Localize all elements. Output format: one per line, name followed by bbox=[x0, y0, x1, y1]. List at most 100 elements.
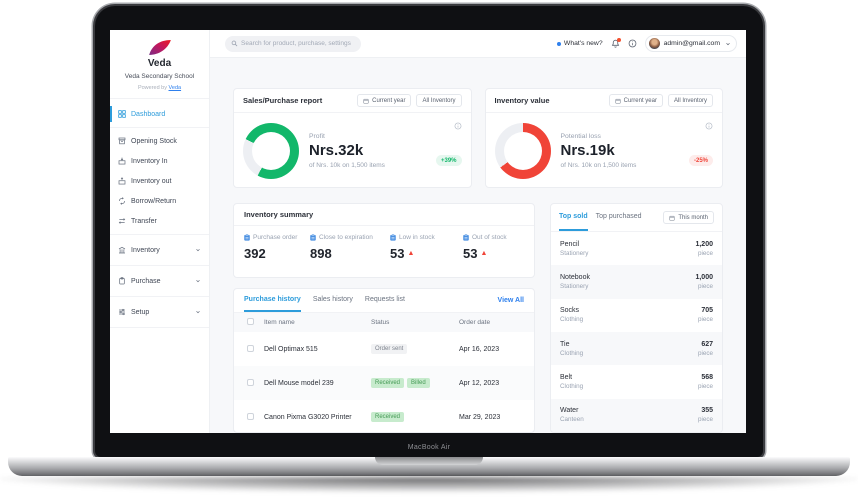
box-arrow-in-icon bbox=[118, 157, 126, 165]
select-all-checkbox[interactable] bbox=[247, 318, 254, 325]
sidebar-item-inventory-out[interactable]: Inventory out bbox=[110, 171, 209, 191]
period-filter-button[interactable]: Current year bbox=[357, 94, 412, 107]
list-item[interactable]: Socks Clothing 705 piece bbox=[560, 307, 713, 324]
delta-badge: +39% bbox=[435, 155, 462, 166]
row-checkbox[interactable] bbox=[247, 344, 254, 352]
metric-caption: of Nrs. 10k on 1,500 items bbox=[560, 161, 637, 169]
month-filter-button[interactable]: This month bbox=[663, 211, 714, 224]
tab-purchase-history[interactable]: Purchase history bbox=[244, 289, 301, 312]
table-row[interactable]: Dell Optimax 515 Order sent Apr 16, 2023 bbox=[234, 332, 534, 366]
status-badge: Billed bbox=[407, 378, 430, 388]
powered-by: Powered by Veda bbox=[137, 85, 182, 91]
metric-label: Profit bbox=[309, 132, 325, 140]
row-checkbox[interactable] bbox=[247, 378, 254, 386]
item-name: Dell Mouse model 239 bbox=[264, 379, 334, 387]
list-item[interactable]: Water Canteen 355 piece bbox=[551, 398, 722, 432]
info-icon[interactable] bbox=[454, 122, 462, 130]
menu-divider bbox=[110, 234, 209, 235]
sidebar-menu: Dashboard Opening Stock Inventory In Inv… bbox=[110, 99, 209, 336]
laptop-base-notch bbox=[375, 457, 483, 465]
avatar bbox=[648, 38, 660, 49]
whats-new-link[interactable]: What's new? bbox=[556, 40, 603, 47]
metric-caption: of Nrs. 10k on 1,500 items bbox=[309, 161, 385, 169]
sidebar-item-inventory[interactable]: Inventory bbox=[110, 238, 209, 262]
chevron-down-icon bbox=[196, 249, 200, 252]
archive-box-icon bbox=[118, 137, 126, 145]
clipboard-icon bbox=[244, 234, 250, 241]
metric-close-to-expiration: Close to expiration 898 bbox=[310, 234, 373, 261]
scope-filter-button[interactable]: All Inventory bbox=[416, 94, 462, 107]
table-row[interactable]: Canon Pixma G3020 Printer Received Mar 2… bbox=[234, 400, 534, 432]
box-arrow-out-icon bbox=[118, 177, 126, 185]
metric-label: Potential loss bbox=[560, 132, 601, 140]
dashboard-grid-icon bbox=[118, 110, 126, 118]
clipboard-icon bbox=[310, 234, 316, 241]
tab-requests-list[interactable]: Requests list bbox=[364, 296, 405, 303]
info-icon[interactable] bbox=[628, 39, 637, 48]
search-icon bbox=[231, 40, 238, 47]
summary-title: Inventory summary bbox=[244, 210, 314, 219]
item-name: Canon Pixma G3020 Printer bbox=[264, 413, 352, 421]
profit-value: Nrs.32k bbox=[309, 141, 364, 159]
order-date: Apr 12, 2023 bbox=[459, 379, 500, 387]
sidebar-item-inventory-in[interactable]: Inventory In bbox=[110, 151, 209, 171]
powered-by-link[interactable]: Veda bbox=[168, 85, 182, 91]
inventory-value-card: Inventory value Current year All Invento… bbox=[484, 88, 723, 188]
search-bar[interactable] bbox=[225, 35, 361, 52]
list-item[interactable]: Belt Clothing 568 piece bbox=[560, 373, 713, 390]
warehouse-icon bbox=[118, 246, 126, 254]
scope-filter-button[interactable]: All Inventory bbox=[667, 94, 713, 107]
profile-menu[interactable]: admin@gmail.com bbox=[644, 35, 737, 52]
sidebar-item-dashboard[interactable]: Dashboard bbox=[110, 104, 209, 124]
card-title: Sales/Purchase report bbox=[243, 96, 323, 105]
status-badge: Received bbox=[371, 378, 405, 388]
period-filter-button[interactable]: Current year bbox=[608, 94, 663, 107]
table-row[interactable]: Dell Mouse model 239 Received Billed Apr … bbox=[234, 366, 534, 400]
inventory-summary-card: Inventory summary Purchase order 392 Clo… bbox=[233, 203, 535, 278]
bell-alert-dot bbox=[616, 37, 621, 42]
device-label: MacBook Air bbox=[407, 444, 451, 451]
bell-icon[interactable] bbox=[611, 37, 621, 48]
table-header: Item name Status Order date bbox=[234, 313, 534, 332]
tab-sales-history[interactable]: Sales history bbox=[312, 296, 353, 303]
metric-out-of-stock: Out of stock 53 ▲ bbox=[463, 234, 507, 261]
info-icon[interactable] bbox=[705, 122, 713, 130]
sidebar-item-borrow-return[interactable]: Borrow/Return bbox=[110, 191, 209, 211]
sales-purchase-report-card: Sales/Purchase report Current year All I… bbox=[233, 88, 472, 188]
row-checkbox[interactable] bbox=[247, 412, 254, 420]
sidebar-item-opening-stock[interactable]: Opening Stock bbox=[110, 131, 209, 151]
top-sold-panel: Top sold Top purchased This month Pencil… bbox=[550, 203, 723, 433]
profit-donut-chart bbox=[243, 122, 299, 179]
menu-divider bbox=[110, 327, 209, 328]
metric-purchase-order: Purchase order 392 bbox=[244, 234, 298, 261]
transfer-arrows-icon bbox=[118, 218, 126, 224]
tab-top-sold[interactable]: Top sold bbox=[559, 204, 588, 231]
delta-badge: -25% bbox=[688, 155, 713, 166]
sidebar-item-transfer[interactable]: Transfer bbox=[110, 211, 209, 231]
sidebar-item-purchase[interactable]: Purchase bbox=[110, 269, 209, 293]
list-item[interactable]: Pencil Stationery 1,200 piece bbox=[560, 240, 713, 257]
dashboard-main: Sales/Purchase report Current year All I… bbox=[210, 58, 746, 433]
circular-arrows-icon bbox=[118, 197, 126, 205]
clipboard-icon bbox=[390, 234, 396, 241]
status-badge: Received bbox=[371, 412, 405, 422]
top-sold-list: Pencil Stationery 1,200 piece Notebook Stat… bbox=[551, 232, 722, 432]
app-window: Veda Veda Secondary School Powered by Ve… bbox=[110, 30, 746, 433]
search-input[interactable] bbox=[241, 40, 355, 47]
order-date: Mar 29, 2023 bbox=[459, 413, 501, 421]
menu-divider bbox=[110, 296, 209, 297]
list-item[interactable]: Tie Clothing 627 piece bbox=[551, 331, 722, 366]
brand-block: Veda Veda Secondary School Powered by Ve… bbox=[110, 30, 209, 99]
chevron-down-icon bbox=[726, 42, 730, 45]
brand-name: Veda bbox=[147, 58, 172, 69]
sidebar-item-setup[interactable]: Setup bbox=[110, 300, 209, 324]
list-item[interactable]: Notebook Stationery 1,000 piece bbox=[551, 265, 722, 299]
calendar-icon bbox=[669, 215, 675, 221]
account-email: admin@gmail.com bbox=[663, 40, 720, 47]
tab-top-purchased[interactable]: Top purchased bbox=[595, 213, 642, 220]
order-date: Apr 16, 2023 bbox=[459, 345, 500, 353]
history-table-card: Purchase history Sales history Requests … bbox=[233, 288, 535, 433]
potential-loss-value: Nrs.19k bbox=[560, 141, 615, 159]
view-all-link[interactable]: View All bbox=[497, 297, 524, 304]
sliders-icon bbox=[119, 308, 125, 316]
